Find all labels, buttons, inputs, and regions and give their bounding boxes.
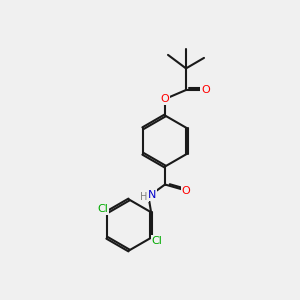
Text: O: O <box>201 85 210 95</box>
Text: N: N <box>148 190 156 200</box>
Text: Cl: Cl <box>97 204 108 214</box>
Text: O: O <box>182 185 190 196</box>
Text: Cl: Cl <box>152 236 163 246</box>
Text: O: O <box>160 94 169 104</box>
Text: H: H <box>140 191 148 202</box>
